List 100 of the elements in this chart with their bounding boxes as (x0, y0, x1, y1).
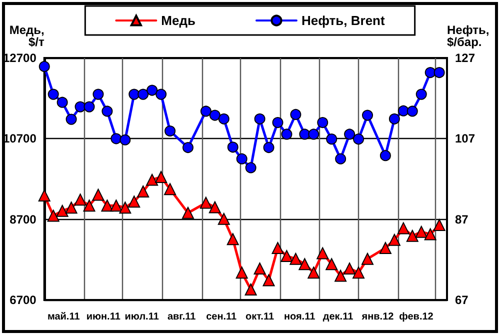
point (155, 170, 168, 183)
point (362, 252, 374, 265)
y-tick-label: 10700 (2, 132, 37, 146)
point (424, 228, 436, 240)
point (164, 126, 176, 136)
point (182, 206, 194, 219)
point (84, 101, 95, 112)
point (92, 188, 104, 201)
point (92, 88, 104, 100)
point (120, 134, 131, 146)
point (272, 242, 284, 254)
point (146, 174, 158, 186)
point (352, 266, 365, 279)
point (362, 110, 373, 121)
point (415, 226, 428, 238)
point (128, 196, 140, 208)
x-tick-label: дек.11 (322, 312, 354, 322)
point (65, 202, 78, 214)
point (236, 266, 248, 279)
point (424, 67, 436, 78)
point (110, 200, 122, 212)
point (298, 258, 311, 270)
point (380, 150, 391, 162)
y2-tick-label: 107 (455, 132, 476, 146)
point (398, 105, 409, 116)
point (263, 142, 274, 154)
y-axis-title: Медь, $/т (9, 23, 44, 49)
point (308, 128, 320, 140)
point (227, 142, 238, 153)
point (316, 247, 329, 260)
point (433, 218, 446, 231)
point (344, 128, 356, 140)
point (56, 204, 68, 217)
point (66, 114, 77, 125)
point (218, 113, 230, 124)
point (101, 200, 114, 212)
y-tick-label: 12700 (2, 51, 37, 65)
point (434, 67, 445, 78)
point (56, 96, 68, 108)
y-tick-label: 6700 (10, 293, 37, 307)
point (280, 250, 293, 262)
x-tick-label: май.11 (47, 312, 80, 322)
point (200, 106, 212, 117)
point (110, 133, 122, 144)
point (353, 134, 364, 145)
point (138, 88, 149, 100)
point (218, 212, 230, 225)
y-tick-label: 8700 (10, 212, 37, 226)
legend-label: Медь (161, 13, 196, 28)
point (38, 190, 50, 202)
y2-tick-label: 67 (455, 293, 469, 307)
y2-tick-label: 127 (455, 51, 476, 65)
point (226, 233, 239, 246)
point (48, 88, 59, 100)
x-tick-label: фев.12 (399, 312, 434, 322)
point (156, 88, 167, 100)
point (326, 258, 338, 270)
x-tick-label: ноя.11 (284, 312, 316, 322)
point (262, 274, 275, 286)
point (308, 266, 320, 279)
x-tick-label: авг.11 (167, 312, 196, 322)
point (102, 106, 113, 117)
point (208, 201, 221, 214)
point (83, 200, 96, 212)
point (254, 113, 266, 124)
point (416, 88, 427, 100)
point (236, 153, 248, 164)
point (334, 270, 347, 282)
y2-axis-title: Нефть, $/бар. (447, 23, 490, 49)
legend-label: Нефть, Brent (301, 13, 386, 28)
point (290, 108, 302, 120)
point (281, 128, 292, 140)
point (299, 128, 310, 140)
point (344, 262, 356, 275)
point (335, 153, 346, 164)
x-tick-label: июн.11 (86, 312, 121, 322)
point (254, 262, 266, 275)
point (164, 183, 176, 196)
x-tick-label: сен.11 (206, 312, 238, 322)
point (406, 230, 418, 242)
x-tick-label: янв.12 (362, 312, 394, 322)
point (47, 210, 60, 222)
point (74, 101, 86, 112)
point (326, 134, 338, 145)
point (182, 142, 194, 154)
point (146, 84, 158, 96)
y2-tick-label: 87 (455, 212, 469, 226)
point (119, 202, 132, 214)
point (74, 194, 86, 206)
point (388, 234, 400, 246)
point (290, 252, 302, 265)
point (137, 186, 150, 198)
point (244, 284, 257, 296)
point (272, 117, 284, 128)
point (245, 162, 256, 174)
point (397, 222, 410, 234)
point (388, 113, 400, 124)
point (209, 110, 220, 121)
point (38, 60, 50, 72)
x-tick-label: окт.11 (246, 312, 274, 322)
